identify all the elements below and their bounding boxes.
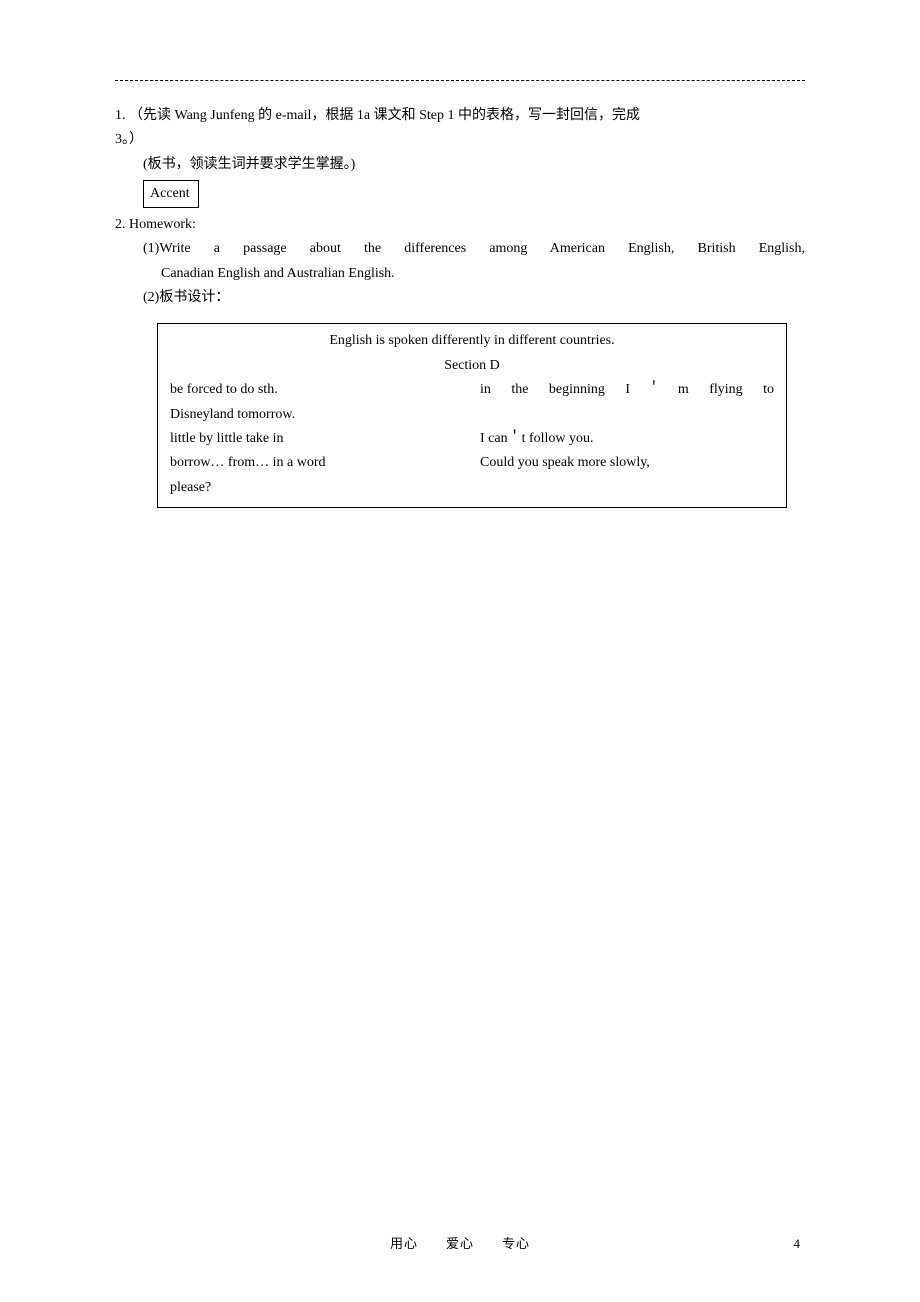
item-1-banshu: (板书，领读生词并要求学生掌握。) bbox=[115, 154, 805, 176]
homework-2: (2)板书设计： bbox=[115, 287, 805, 309]
content-area: 1. （先读 Wang Junfeng 的 e-mail，根据 1a 课文和 S… bbox=[115, 105, 805, 508]
board-row-1-left: be forced to do sth. bbox=[170, 379, 480, 401]
board-row-2-left: little by little take in bbox=[170, 428, 480, 450]
board-row-3-right: Could you speak more slowly, bbox=[480, 452, 774, 474]
board-row-1-cont: Disneyland tomorrow. bbox=[170, 404, 774, 426]
board-row-3-cont: please? bbox=[170, 477, 774, 499]
item-2-header: 2. Homework: bbox=[115, 214, 805, 236]
top-divider bbox=[115, 80, 805, 81]
board-section: Section D bbox=[170, 355, 774, 377]
vocab-box-accent: Accent bbox=[143, 180, 199, 208]
board-row-1: be forced to do sth. in the beginning I＇… bbox=[170, 379, 774, 401]
board-row-3-left: borrow… from… in a word bbox=[170, 452, 480, 474]
homework-1-line-1: (1)Write a passage about the differences… bbox=[115, 238, 805, 260]
board-title: English is spoken differently in differe… bbox=[170, 330, 774, 352]
board-row-3: borrow… from… in a word Could you speak … bbox=[170, 452, 774, 474]
homework-1-line-2: Canadian English and Australian English. bbox=[115, 263, 805, 285]
board-row-2-right: I can＇t follow you. bbox=[480, 428, 774, 450]
item-1-line-2: 3。） bbox=[115, 129, 805, 151]
page-container: 1. （先读 Wang Junfeng 的 e-mail，根据 1a 课文和 S… bbox=[0, 0, 920, 508]
item-1-line-1: 1. （先读 Wang Junfeng 的 e-mail，根据 1a 课文和 S… bbox=[115, 105, 805, 127]
page-number: 4 bbox=[794, 1236, 801, 1252]
board-row-2: little by little take in I can＇t follow … bbox=[170, 428, 774, 450]
footer-motto: 用心 爱心 专心 bbox=[390, 1236, 530, 1251]
page-footer: 用心 爱心 专心 bbox=[0, 1233, 920, 1252]
board-row-1-right: in the beginning I＇m flying to bbox=[480, 379, 774, 401]
board-design-box: English is spoken differently in differe… bbox=[157, 323, 787, 508]
